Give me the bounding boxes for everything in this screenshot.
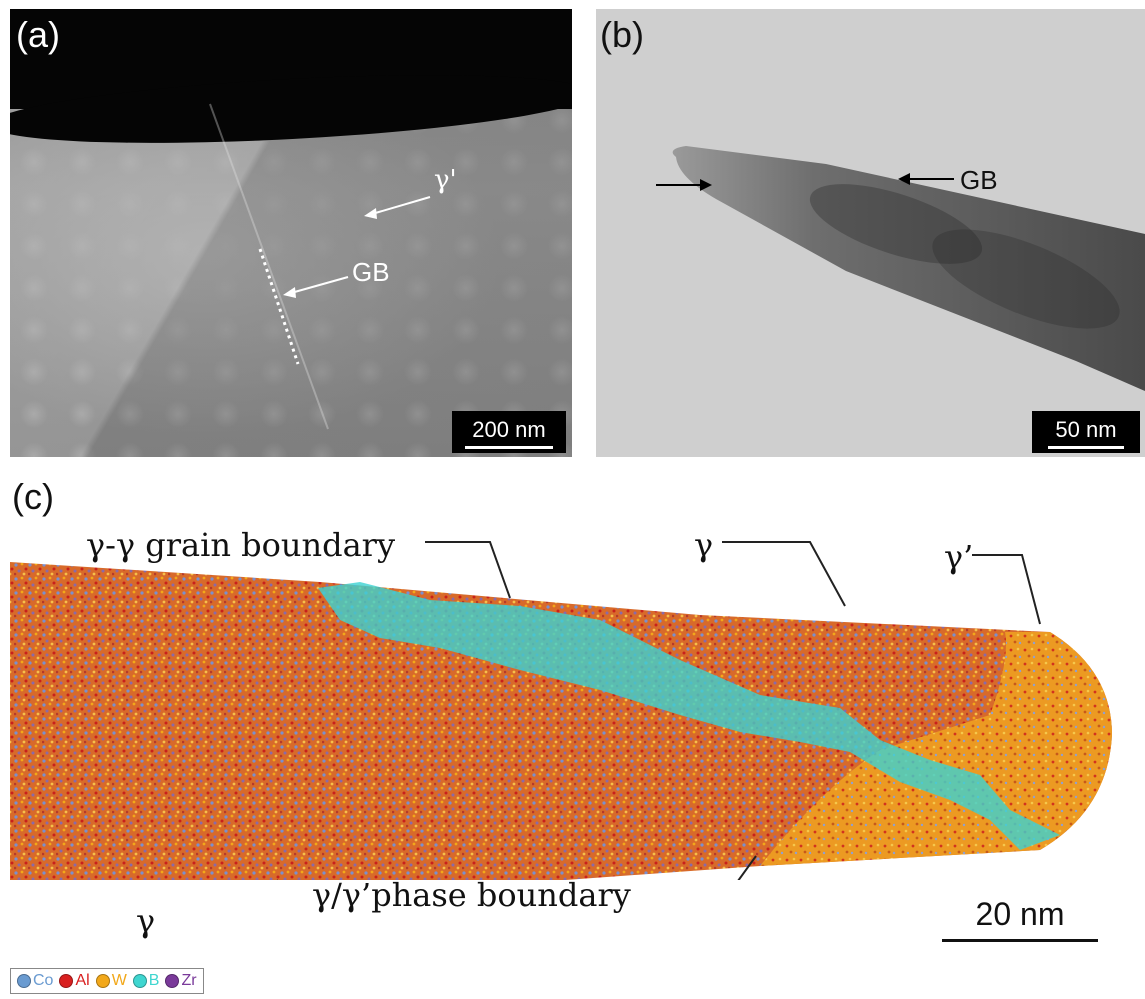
gamma-prime-label-c: γ’ bbox=[944, 538, 974, 576]
phase-boundary-label: γ/γ’phase boundary bbox=[312, 876, 631, 914]
gamma-prime-region bbox=[760, 632, 1112, 866]
b-dot-icon bbox=[132, 974, 147, 988]
legend-label-zr: Zr bbox=[181, 972, 197, 989]
w-dot-icon bbox=[95, 974, 110, 988]
gg-gb-leader bbox=[425, 541, 511, 599]
gb-label-b: GB bbox=[960, 165, 998, 195]
legend-item-w: W bbox=[95, 972, 127, 990]
gb-label: GB bbox=[352, 257, 390, 287]
grain-boundary-trace bbox=[209, 103, 329, 430]
phase-boundary-leader bbox=[737, 855, 757, 880]
legend-label-al: Al bbox=[75, 972, 90, 989]
gb-dotted-line bbox=[258, 248, 300, 365]
legend-item-co: Co bbox=[17, 972, 53, 990]
apt-reconstruction-svg bbox=[10, 541, 1112, 880]
co-dot-icon bbox=[17, 974, 31, 988]
scale-bar-b: 50 nm bbox=[1032, 411, 1140, 453]
panel-a-annotations-svg bbox=[209, 103, 431, 430]
gamma-prime-precipitates-texture bbox=[10, 99, 572, 457]
gb-arrow bbox=[290, 276, 349, 294]
zr-dot-icon bbox=[165, 974, 180, 988]
panel-a-stem-image: (a) γ' GB 200 nm bbox=[10, 9, 572, 457]
panel-b-label: (b) bbox=[600, 14, 644, 55]
element-legend: Co Al W B Zr bbox=[10, 968, 204, 994]
scale-bar-c-label: 20 nm bbox=[975, 896, 1065, 932]
dark-contrast-region-2 bbox=[932, 229, 1120, 329]
scale-bar-a-line bbox=[465, 446, 553, 449]
boron-grain-boundary bbox=[318, 582, 1060, 850]
panel-c-label: (c) bbox=[12, 476, 54, 517]
scale-bar-c-line bbox=[942, 939, 1098, 942]
dark-contrast-region bbox=[809, 184, 983, 264]
legend-item-zr: Zr bbox=[165, 972, 197, 990]
gamma-top-leader bbox=[722, 541, 846, 607]
gamma-bottom-label: γ bbox=[136, 902, 156, 940]
panel-a-label: (a) bbox=[16, 14, 60, 55]
gb-arrowhead-b bbox=[898, 173, 910, 185]
legend-label-b: B bbox=[148, 972, 160, 989]
al-dot-icon bbox=[59, 974, 74, 988]
scale-bar-c: 20 nm bbox=[942, 896, 1098, 942]
scale-bar-a-label: 200 nm bbox=[472, 417, 546, 442]
gamma-prime-arrow bbox=[371, 196, 431, 215]
left-arrowhead bbox=[700, 179, 712, 191]
scale-bar-b-line bbox=[1048, 446, 1124, 449]
gamma-prime-arrowhead bbox=[364, 208, 377, 219]
scale-bar-a: 200 nm bbox=[452, 411, 566, 453]
legend-item-al: Al bbox=[59, 972, 90, 990]
needle-tip-svg bbox=[656, 146, 1145, 391]
legend-item-b: B bbox=[132, 972, 160, 990]
gb-arrowhead bbox=[283, 287, 296, 298]
panel-b-tem-image: (b) GB 50 nm bbox=[596, 9, 1145, 457]
needle-specimen bbox=[672, 146, 1145, 391]
legend-label-co: Co bbox=[33, 972, 54, 989]
gamma-top-label: γ bbox=[694, 526, 714, 564]
vacuum-region bbox=[10, 9, 572, 109]
gamma-prime-label: γ' bbox=[434, 165, 457, 195]
scale-bar-b-label: 50 nm bbox=[1055, 417, 1117, 442]
gamma-prime-leader bbox=[972, 554, 1041, 625]
legend-label-w: W bbox=[111, 972, 127, 989]
gg-grain-boundary-label: γ-γ grain boundary bbox=[86, 526, 396, 564]
